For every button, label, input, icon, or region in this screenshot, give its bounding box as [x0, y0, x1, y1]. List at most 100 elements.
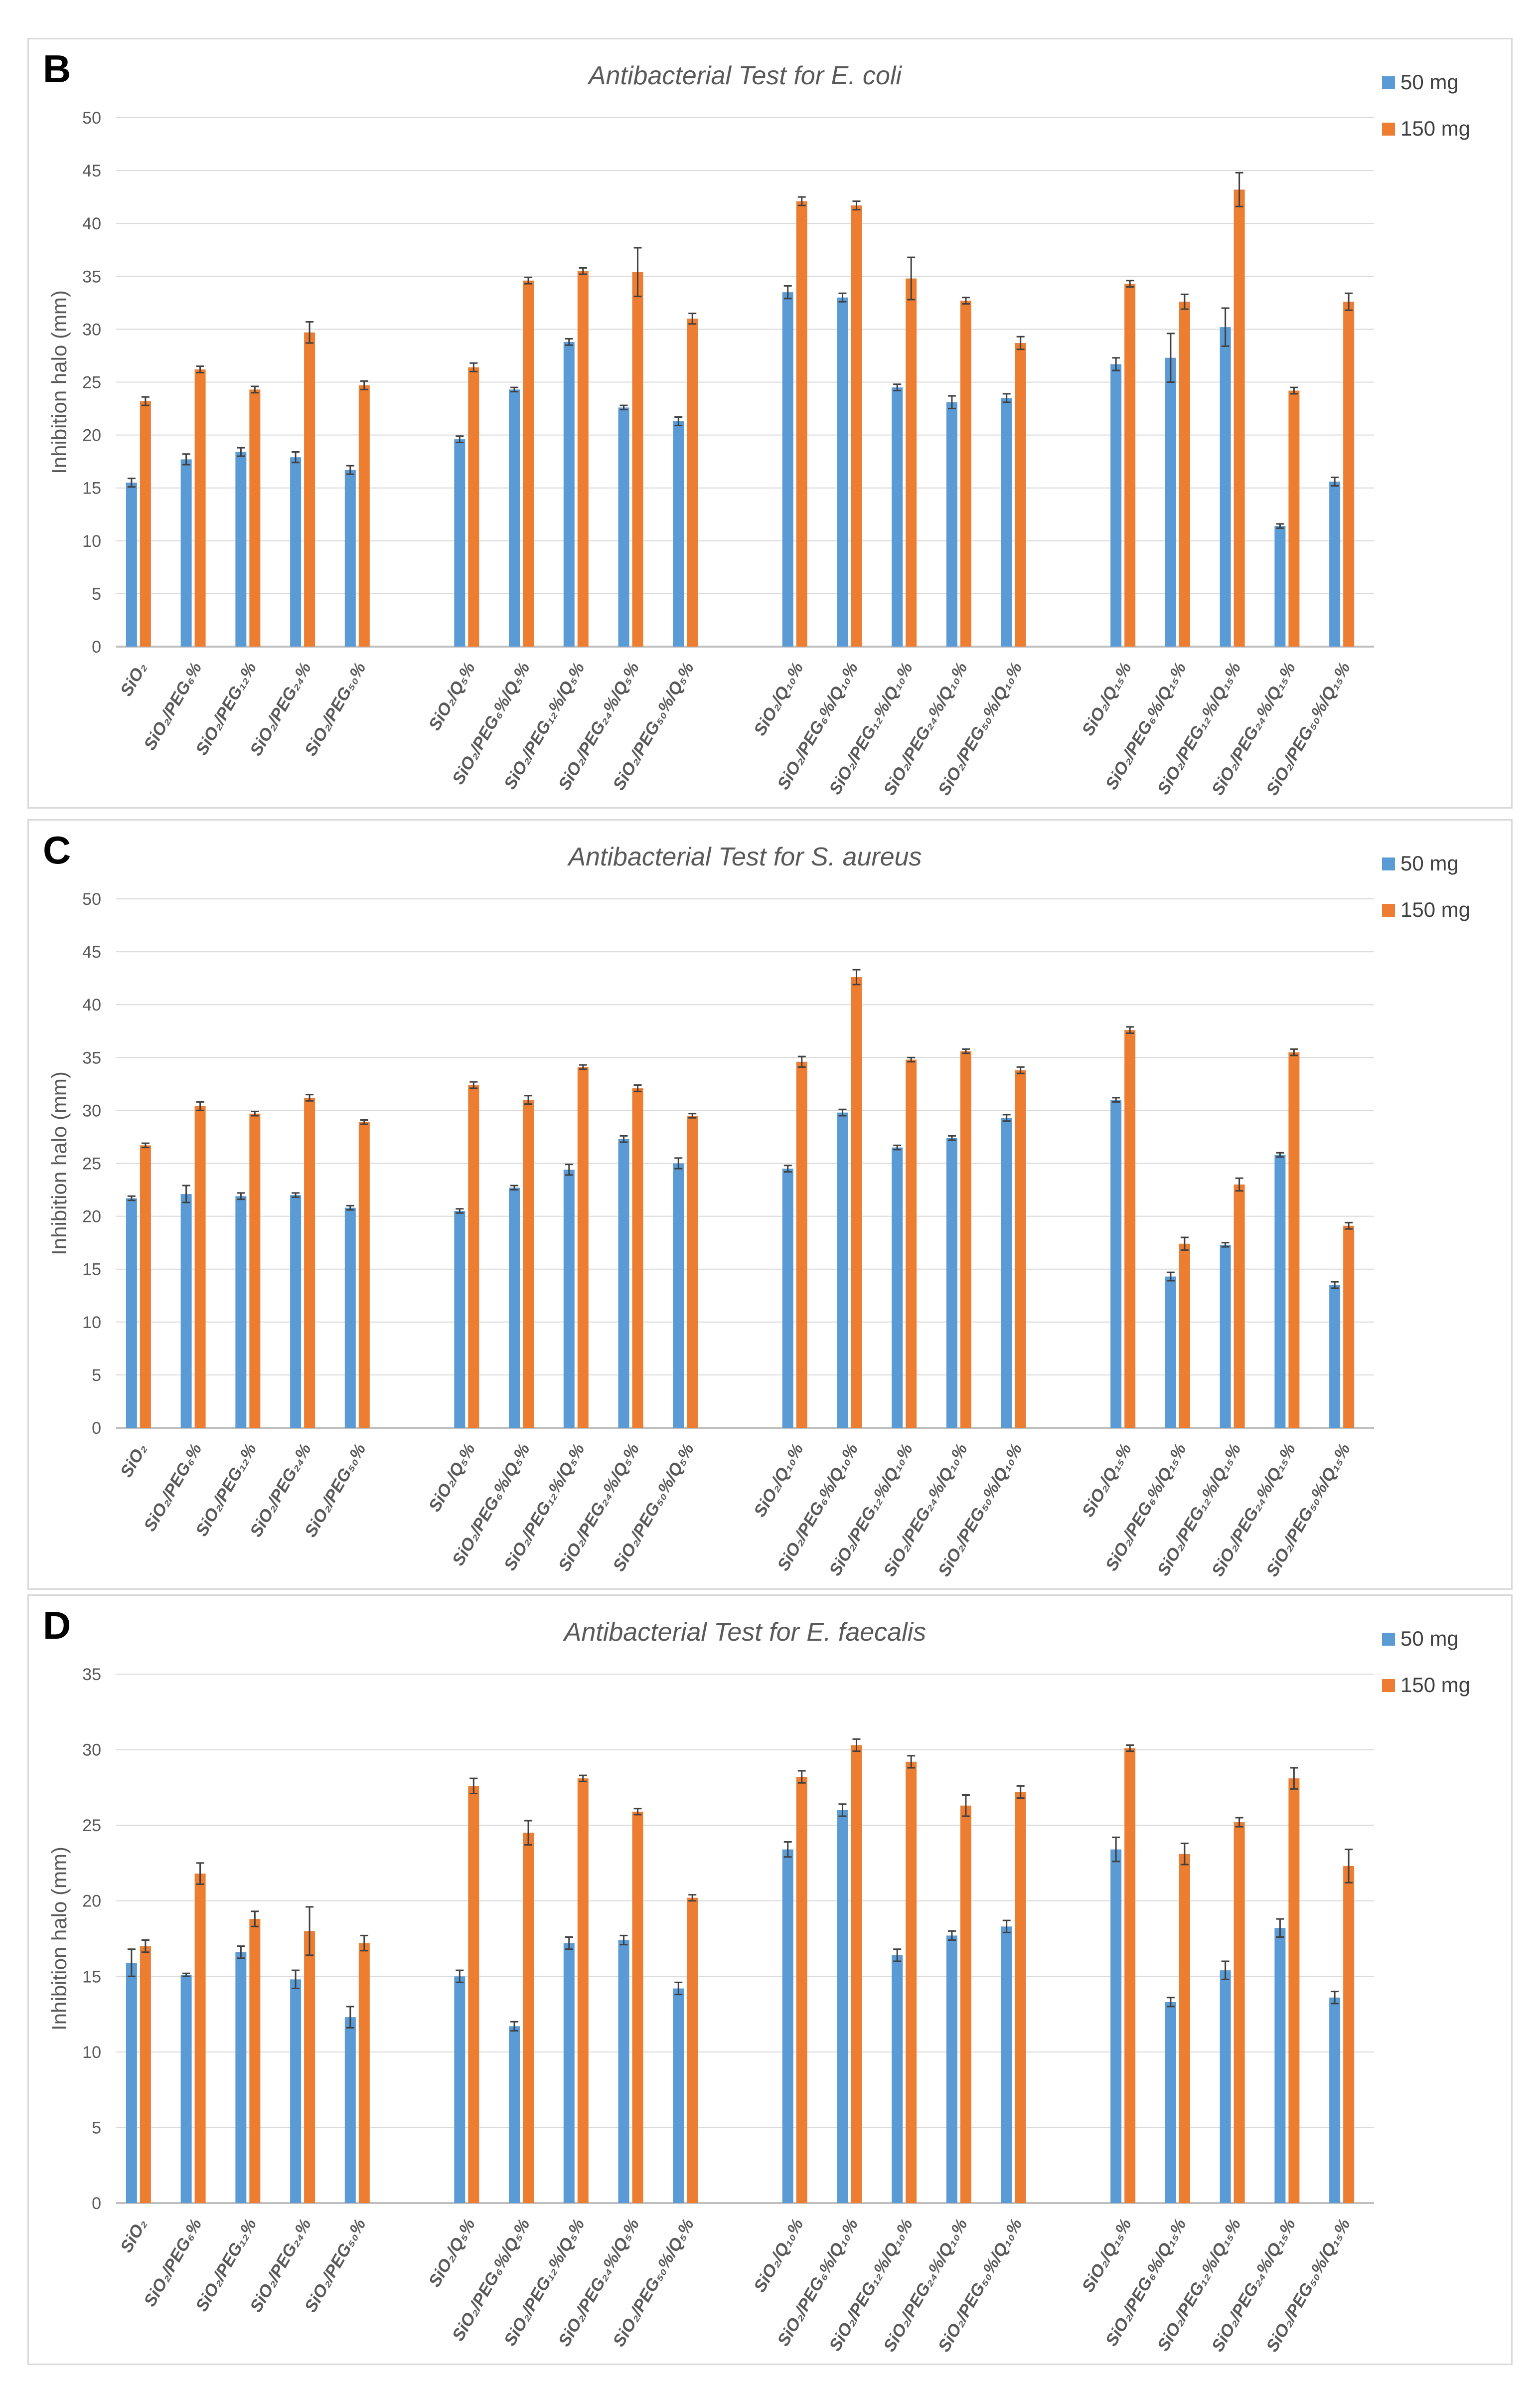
bar-150mg — [632, 1811, 643, 2203]
bar-150mg — [796, 1777, 807, 2203]
y-tick-label: 5 — [92, 585, 101, 604]
y-axis-label: Inhibition halo (mm) — [47, 1847, 71, 2031]
y-tick-label: 35 — [82, 1048, 101, 1067]
x-tick-label: SiO₂/Q₅% — [425, 659, 479, 734]
x-tick-label: SiO₂/Q₁₀% — [750, 2216, 807, 2295]
bar-50mg — [1274, 526, 1286, 647]
bar-150mg — [1124, 284, 1136, 647]
y-tick-label: 50 — [82, 109, 101, 128]
bar-150mg — [468, 367, 479, 647]
bar-50mg — [235, 1952, 247, 2203]
bar-50mg — [673, 1988, 684, 2203]
y-tick-label: 20 — [82, 426, 101, 445]
bar-150mg — [851, 205, 862, 647]
bar-50mg — [782, 1849, 793, 2203]
bar-150mg — [194, 1106, 206, 1428]
y-tick-label: 35 — [82, 1665, 101, 1684]
bar-150mg — [1343, 302, 1355, 647]
bar-50mg — [344, 1207, 356, 1428]
legend-swatch-150mg — [1382, 1679, 1395, 1692]
bar-50mg — [454, 1976, 465, 2203]
legend-label: 150 mg — [1400, 1673, 1470, 1697]
bar-150mg — [1124, 1030, 1136, 1428]
bar-50mg — [290, 1979, 302, 2203]
bar-150mg — [1288, 390, 1300, 647]
legend-label: 50 mg — [1400, 852, 1459, 875]
bar-50mg — [290, 457, 302, 647]
bar-50mg — [673, 1163, 684, 1428]
y-tick-label: 10 — [82, 532, 101, 551]
legend-swatch-50mg — [1382, 76, 1395, 89]
legend-swatch-50mg — [1382, 857, 1395, 870]
bar-50mg — [509, 389, 520, 647]
y-tick-label: 15 — [82, 479, 101, 498]
y-tick-label: 10 — [82, 1313, 101, 1332]
y-tick-label: 0 — [92, 638, 101, 657]
bar-50mg — [946, 402, 957, 647]
chart-e-faecalis: Antibacterial Test for E. faecalis Inhibi… — [47, 1618, 1470, 2355]
bar-150mg — [687, 319, 698, 647]
y-tick-label: 45 — [82, 943, 101, 962]
bar-150mg — [1015, 1070, 1026, 1428]
bar-150mg — [358, 1122, 370, 1428]
bar-50mg — [1220, 1970, 1231, 2203]
bar-50mg — [946, 1935, 957, 2203]
bar-50mg — [892, 1955, 903, 2203]
chart-title: Antibacterial Test for E. coli — [587, 61, 903, 90]
x-tick-label: SiO₂/Q₁₅% — [1078, 659, 1135, 739]
bar-50mg — [344, 2017, 356, 2203]
bar-50mg — [126, 483, 137, 647]
bar-50mg — [180, 459, 192, 647]
bar-50mg — [180, 1975, 192, 2203]
x-tick-label: SiO₂/Q₁₀% — [750, 1440, 807, 1520]
y-tick-label: 0 — [92, 2194, 101, 2213]
bar-50mg — [509, 2026, 520, 2203]
bar-50mg — [563, 1170, 575, 1428]
y-tick-label: 0 — [92, 1419, 101, 1438]
x-tick-label: SiO₂/PEG₆% — [140, 2216, 205, 2310]
bar-150mg — [304, 1097, 315, 1428]
bar-50mg — [235, 1196, 247, 1428]
bar-150mg — [687, 1897, 698, 2203]
y-tick-label: 20 — [82, 1207, 101, 1226]
y-tick-label: 25 — [82, 1816, 101, 1835]
x-tick-label: SiO₂/PEG₆% — [140, 659, 205, 753]
legend-swatch-150mg — [1382, 123, 1395, 136]
bar-50mg — [1274, 1928, 1286, 2203]
y-tick-label: 10 — [82, 2043, 101, 2062]
bar-50mg — [1220, 327, 1231, 647]
bar-150mg — [1124, 1748, 1136, 2203]
bar-50mg — [563, 342, 575, 647]
bar-150mg — [523, 280, 534, 647]
bar-150mg — [140, 1946, 151, 2203]
bar-150mg — [577, 271, 589, 647]
bar-150mg — [523, 1833, 534, 2203]
bar-150mg — [632, 272, 643, 647]
x-tick-label: SiO₂/Q₁₅% — [1078, 1440, 1135, 1520]
x-tick-label: SiO₂ — [117, 659, 151, 699]
y-tick-label: 20 — [82, 1892, 101, 1911]
bar-50mg — [618, 407, 629, 647]
bar-50mg — [563, 1943, 575, 2203]
panel-label: C — [43, 828, 71, 872]
chart-e-coli: Antibacterial Test for E. coli Inhibition… — [47, 61, 1470, 799]
chart-title: Antibacterial Test for S. aureus — [567, 843, 922, 871]
x-tick-label: SiO₂/PEG₆% — [140, 1440, 205, 1535]
bar-150mg — [687, 1116, 698, 1428]
bar-50mg — [782, 1169, 793, 1428]
x-tick-label: SiO₂/Q₁₀% — [750, 659, 807, 739]
bar-50mg — [837, 1112, 848, 1428]
x-tick-label: SiO₂ — [117, 1440, 151, 1481]
bar-50mg — [1001, 1118, 1012, 1428]
bar-150mg — [906, 1761, 917, 2203]
bar-150mg — [1233, 189, 1245, 647]
bar-150mg — [1343, 1225, 1355, 1428]
bar-150mg — [1179, 1243, 1190, 1428]
bar-50mg — [618, 1940, 629, 2203]
bar-150mg — [468, 1786, 479, 2203]
bar-150mg — [468, 1085, 479, 1428]
bar-150mg — [140, 401, 151, 647]
bar-150mg — [1179, 1854, 1190, 2203]
y-tick-label: 15 — [82, 1967, 101, 1986]
bar-50mg — [946, 1138, 957, 1428]
